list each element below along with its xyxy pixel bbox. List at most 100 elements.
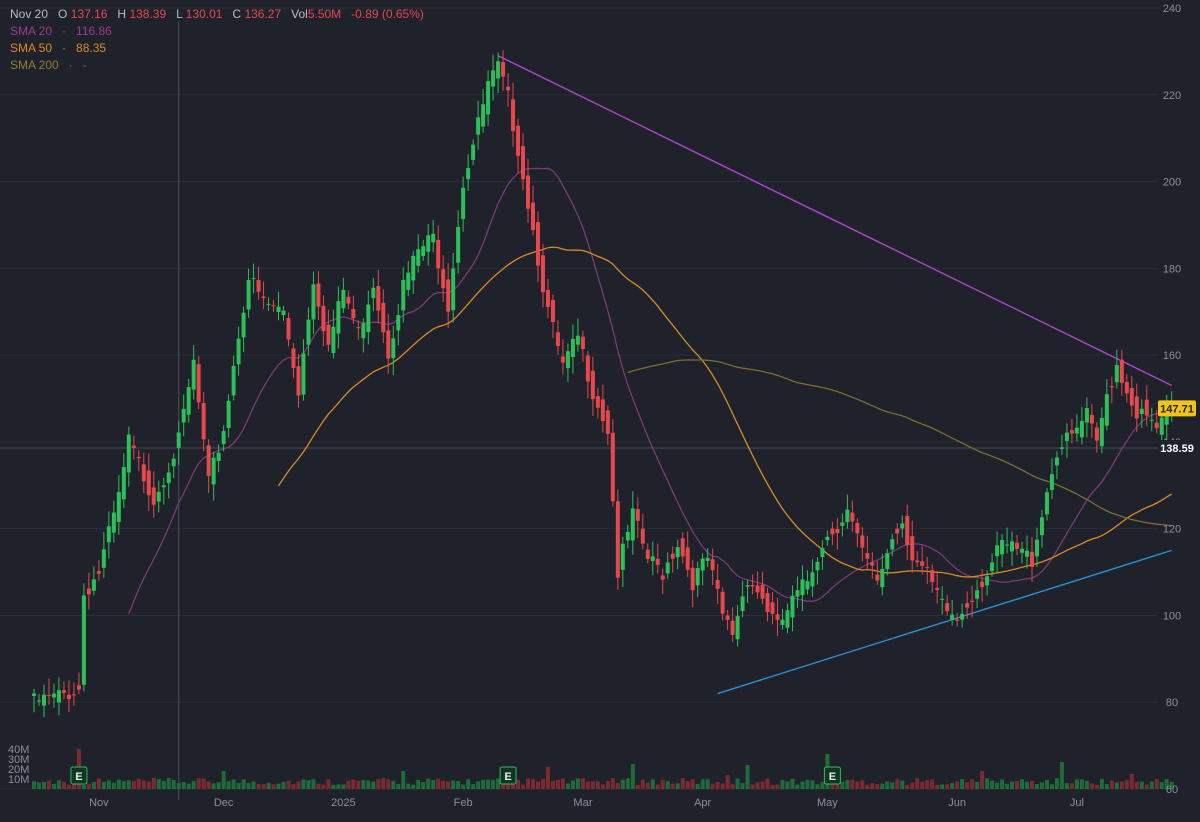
candle (501, 50, 506, 91)
volume-bar (1034, 784, 1039, 789)
candle (211, 451, 216, 501)
candle (261, 281, 266, 310)
volume-bar (885, 781, 890, 789)
sma200-row[interactable]: SMA 200 · - (10, 57, 424, 74)
volume-bar (1144, 784, 1149, 789)
candle (356, 320, 361, 340)
candle-body (1159, 417, 1164, 435)
legend-date: Nov 20 (10, 7, 49, 21)
candle-body (875, 574, 880, 581)
candle-body (341, 289, 346, 309)
candle-body (890, 539, 895, 550)
candle-body (91, 579, 96, 591)
volume-bar (66, 784, 71, 789)
candle (456, 210, 461, 274)
legend-close-label: C (232, 7, 242, 21)
candle-body (725, 615, 730, 620)
volume-bar (1079, 779, 1084, 789)
volume-bar (316, 783, 321, 789)
candle-body (880, 568, 885, 588)
candle (860, 526, 865, 562)
candle-body (945, 603, 950, 612)
candle-body (171, 458, 176, 467)
volume-bar (401, 771, 406, 789)
candle (131, 435, 136, 460)
candle-body (630, 508, 635, 541)
volume-bar (880, 783, 885, 789)
candle-body (296, 366, 301, 396)
earnings-marker[interactable]: E (823, 766, 841, 785)
sma20-row[interactable]: SMA 20 · 116.86 (10, 23, 424, 40)
candle (930, 564, 935, 593)
candle (411, 250, 416, 294)
volume-bar (41, 781, 46, 789)
price-tick-label: 120 (1163, 524, 1181, 536)
earnings-marker[interactable]: E (70, 766, 88, 785)
candle-body (785, 610, 790, 628)
candle (346, 290, 351, 310)
time-tick-label: Nov (89, 797, 109, 809)
candle-body (46, 695, 51, 697)
candle (221, 425, 226, 452)
volume-bar (620, 779, 625, 789)
candle (780, 608, 785, 630)
volume-bar (735, 778, 740, 789)
candle-body (655, 558, 660, 565)
sma50-row[interactable]: SMA 50 · 88.35 (10, 40, 424, 57)
candle-body (1034, 539, 1039, 557)
volume-bar (216, 782, 221, 789)
candle (91, 566, 96, 596)
candle (570, 324, 575, 374)
candle-body (975, 590, 980, 599)
candle (1074, 414, 1079, 442)
candle-body (491, 70, 496, 87)
volume-bar (426, 778, 431, 789)
candle (815, 557, 820, 585)
candle (66, 680, 71, 713)
candle-body (256, 280, 261, 292)
candle (446, 262, 451, 328)
volume-bar (181, 782, 186, 789)
candle (610, 418, 615, 507)
candle (51, 683, 56, 708)
candle (176, 421, 181, 466)
candle-body (795, 590, 800, 597)
candle (326, 309, 331, 352)
volume-bar (1129, 774, 1134, 789)
candle (920, 546, 925, 575)
volume-bar (940, 784, 945, 789)
candle (406, 261, 411, 297)
candle-body (730, 620, 735, 635)
volume-bar (1049, 784, 1054, 789)
candle (665, 552, 670, 579)
candle-body (351, 308, 356, 319)
volume-bar (650, 779, 655, 789)
volume-tick-label: 40M (8, 744, 29, 756)
candle-body (690, 567, 695, 591)
candle-body (925, 566, 930, 568)
candle (560, 339, 565, 375)
candle-body (765, 593, 770, 613)
candle (56, 677, 61, 715)
time-tick-label: May (817, 797, 838, 809)
volume-bar (810, 780, 815, 789)
candle (246, 268, 251, 318)
candle (710, 548, 715, 585)
candle-body (246, 279, 251, 310)
candle-body (705, 557, 710, 561)
volume-bar (301, 779, 306, 789)
candle-body (41, 694, 46, 706)
volume-bar (241, 779, 246, 789)
price-tick-label: 180 (1163, 263, 1181, 275)
earnings-marker[interactable]: E (499, 766, 517, 785)
candle-body (695, 568, 700, 586)
candle-body (221, 431, 226, 445)
candles (32, 50, 1174, 718)
candle (181, 394, 186, 437)
volume-bar (496, 778, 501, 789)
candle (41, 684, 46, 718)
candle (935, 570, 940, 604)
volume-bar (446, 781, 451, 789)
